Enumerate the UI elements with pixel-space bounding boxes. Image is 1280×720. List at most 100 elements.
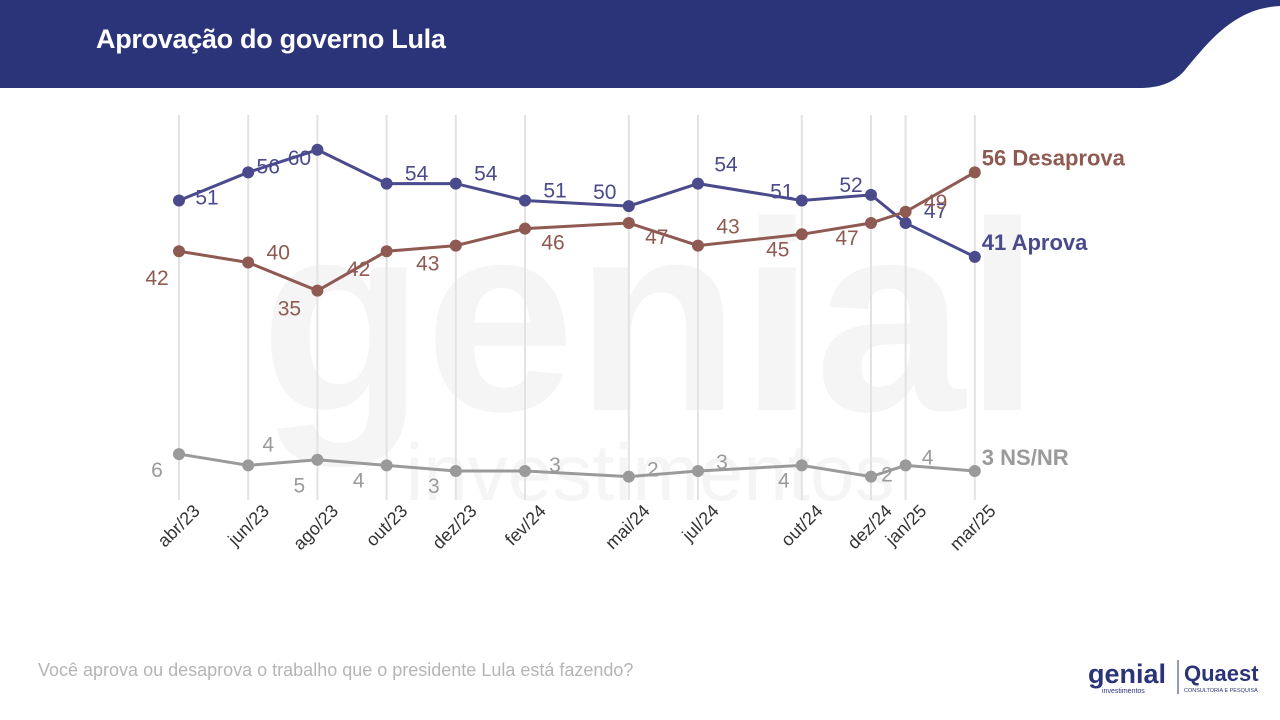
data-point xyxy=(449,177,462,190)
quaest-logo: Quaest xyxy=(1184,661,1259,686)
header-background xyxy=(0,0,1280,88)
data-label: 2 xyxy=(647,459,659,482)
genial-logo: genial xyxy=(1088,659,1166,689)
data-point xyxy=(311,143,324,156)
data-label: 52 xyxy=(839,174,862,197)
data-label: 50 xyxy=(593,181,616,204)
data-label: 4 xyxy=(262,433,274,456)
quaest-logo-sub: CONSULTORIA E PESQUISA xyxy=(1184,688,1258,694)
data-point xyxy=(865,217,877,230)
data-point xyxy=(519,222,531,235)
data-label: 43 xyxy=(416,253,439,276)
data-point xyxy=(173,448,185,461)
x-axis-ticks: abr/23 jun/23 ago/23 out/23 dez/23 fev/24 mai/… xyxy=(154,501,1000,555)
data-label: 51 xyxy=(543,180,566,203)
data-point xyxy=(865,470,877,483)
data-label: 5 xyxy=(294,475,306,498)
data-label: 3 xyxy=(716,451,728,474)
data-label: 43 xyxy=(716,216,739,239)
data-label: 47 xyxy=(924,200,947,223)
data-point xyxy=(692,177,704,190)
data-label: 42 xyxy=(145,267,168,290)
data-label: 45 xyxy=(766,238,789,261)
data-point xyxy=(968,250,981,263)
data-point xyxy=(380,245,393,258)
data-point xyxy=(968,464,981,477)
data-point xyxy=(449,239,462,252)
data-point xyxy=(865,188,877,201)
data-point xyxy=(519,464,531,477)
series-line-nsnr xyxy=(178,452,975,479)
data-point xyxy=(692,239,704,252)
data-label: 49 xyxy=(924,191,947,214)
x-tick-label: jul/24 xyxy=(678,501,723,546)
data-point xyxy=(622,217,635,230)
data-label: 40 xyxy=(267,241,290,264)
x-tick-label: dez/24 xyxy=(843,501,895,553)
survey-question: Você aprova ou desaprova o trabalho que … xyxy=(38,660,634,680)
data-label: 60 xyxy=(288,147,311,170)
data-point xyxy=(795,228,808,241)
x-tick-label: mai/24 xyxy=(601,501,653,553)
data-label: 47 xyxy=(835,227,858,250)
data-point xyxy=(692,464,704,477)
watermark-sub: investimentos xyxy=(405,428,894,517)
x-tick-label: dez/23 xyxy=(428,501,480,553)
x-tick-label: ago/23 xyxy=(289,501,342,554)
data-label: 54 xyxy=(474,163,498,186)
data-label: 4 xyxy=(778,469,790,492)
data-point xyxy=(795,194,808,207)
data-point xyxy=(795,459,808,472)
series-line-desaprova xyxy=(178,171,976,293)
data-point xyxy=(380,177,393,190)
series-end-label: 56 Desaprova xyxy=(982,145,1126,170)
grid-lines xyxy=(178,115,976,500)
data-point xyxy=(311,453,324,466)
data-label: 42 xyxy=(347,258,370,281)
watermark-word: genial xyxy=(260,200,1040,469)
series-end-label: 3 NS/NR xyxy=(982,445,1069,470)
x-tick-label: fev/24 xyxy=(501,501,550,550)
data-point xyxy=(622,200,635,213)
data-label: 56 xyxy=(257,155,280,178)
data-label: 51 xyxy=(195,187,218,210)
genial-watermark: genial investimentos xyxy=(260,200,1040,517)
x-tick-label: mar/25 xyxy=(946,501,1000,555)
x-tick-label: out/24 xyxy=(777,501,827,551)
data-point xyxy=(899,205,912,218)
data-point xyxy=(242,166,255,179)
data-label: 3 xyxy=(549,454,561,477)
data-point xyxy=(622,470,635,483)
series-line-aprova xyxy=(178,148,976,259)
data-label: 47 xyxy=(645,226,668,249)
data-point xyxy=(449,464,462,477)
data-point xyxy=(380,459,393,472)
x-tick-label: jun/23 xyxy=(223,501,273,551)
data-point xyxy=(242,459,255,472)
page-title: Aprovação do governo Lula xyxy=(96,24,446,54)
data-label: 4 xyxy=(353,469,365,492)
data-point xyxy=(173,194,185,207)
data-label: 51 xyxy=(770,181,793,204)
data-label: 46 xyxy=(541,232,564,255)
data-label: 4 xyxy=(922,446,934,469)
x-tick-label: out/23 xyxy=(362,501,412,551)
data-label: 6 xyxy=(151,459,163,482)
series-end-label: 41 Aprova xyxy=(982,230,1088,255)
data-label: 2 xyxy=(881,464,893,487)
data-label: 54 xyxy=(405,163,429,186)
brand-logos: genial investimentos Quaest CONSULTORIA … xyxy=(1088,659,1259,695)
data-point xyxy=(173,245,185,258)
data-label: 3 xyxy=(428,475,440,498)
header-bar: Aprovação do governo Lula xyxy=(0,0,1280,90)
data-point xyxy=(311,284,324,297)
data-label: 35 xyxy=(278,298,301,321)
genial-logo-sub: investimentos xyxy=(1102,688,1145,695)
data-point xyxy=(242,256,255,269)
data-label: 54 xyxy=(714,154,738,177)
data-point xyxy=(519,194,531,207)
x-tick-label: abr/23 xyxy=(154,501,204,551)
data-point xyxy=(899,459,912,472)
